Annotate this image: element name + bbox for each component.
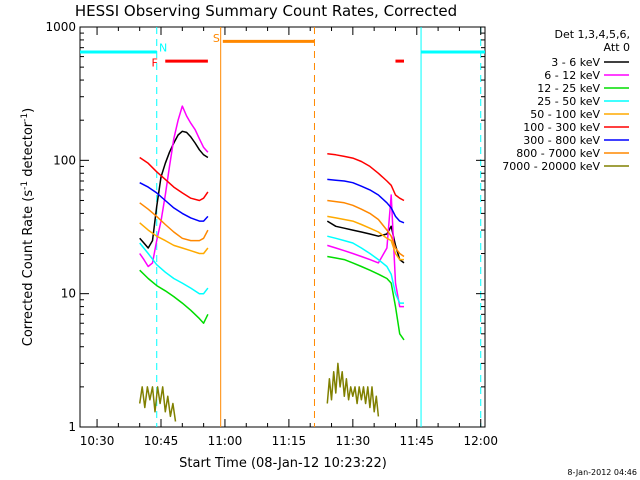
- y-tick-label: 100: [53, 153, 76, 167]
- series-7: [139, 178, 405, 224]
- x-tick-label: 12:00: [463, 434, 498, 448]
- series-4: [139, 235, 404, 304]
- series-line: [327, 215, 404, 261]
- x-tick-label: 11:15: [272, 434, 307, 448]
- event-flag-label: N: [159, 42, 167, 55]
- series-line: [139, 202, 209, 242]
- series-line: [327, 255, 405, 341]
- legend-entry-label: 800 - 7000 keV: [516, 147, 600, 160]
- legend-entry-label: 6 - 12 keV: [544, 69, 600, 82]
- x-tick-label: 11:00: [208, 434, 243, 448]
- chart-title: HESSI Observing Summary Count Rates, Cor…: [75, 2, 457, 20]
- series-line: [138, 386, 177, 422]
- footer-timestamp: 8-Jan-2012 04:46: [567, 468, 637, 477]
- x-tick-label: 10:30: [80, 434, 115, 448]
- legend-entry-label: 50 - 100 keV: [530, 108, 600, 121]
- y-tick-label: 1: [68, 420, 76, 434]
- y-tick-label: 10: [61, 287, 76, 301]
- legend-header: Det 1,3,4,5,6,: [554, 28, 630, 41]
- series-line: [327, 178, 405, 224]
- series-line: [139, 269, 209, 324]
- series-3: [139, 255, 405, 341]
- legend-entry-label: 3 - 6 keV: [551, 56, 600, 69]
- legend-subheader: Att 0: [604, 41, 630, 54]
- series-1: [139, 130, 405, 264]
- x-tick-label: 11:45: [399, 434, 434, 448]
- series-line: [139, 156, 209, 202]
- series-line: [327, 199, 405, 258]
- series-line: [326, 362, 380, 417]
- series-line: [139, 222, 209, 255]
- y-axis-label: Corrected Count Rate (s-1 detector-1): [20, 108, 36, 346]
- legend-entry-label: 300 - 800 keV: [523, 134, 600, 147]
- event-flag-label: F: [151, 57, 157, 70]
- legend-entry-label: 12 - 25 keV: [537, 82, 600, 95]
- legend-entry-label: 25 - 50 keV: [537, 95, 600, 108]
- legend-entry-label: 100 - 300 keV: [523, 121, 600, 134]
- series-line: [139, 182, 209, 222]
- series-line: [327, 153, 405, 202]
- plot-frame: [79, 26, 486, 428]
- annotation-layer: N S F: [80, 27, 485, 427]
- series-8: [139, 199, 405, 258]
- plot-area: NSF 10:30 10:45 11:00 11:15 11:30 11:45 12:001…: [45, 20, 498, 448]
- y-tick-label: 1000: [45, 20, 76, 34]
- series-line: [139, 105, 209, 268]
- tick-layer: 10:30 10:45 11:00 11:15 11:30 11:45 12:00 1 10 10…: [45, 20, 498, 448]
- series-layer: [138, 105, 405, 422]
- series-line: [327, 235, 404, 304]
- x-axis-label: Start Time (08-Jan-12 10:23:22): [179, 456, 387, 471]
- x-tick-label: 10:45: [144, 434, 179, 448]
- series-5: [139, 215, 404, 261]
- series-2: [139, 105, 404, 308]
- series-6: [139, 153, 405, 202]
- event-flag-label: S: [213, 32, 220, 45]
- series-9: [138, 362, 380, 422]
- legend-entry-label: 7000 - 20000 keV: [502, 160, 600, 173]
- series-line: [139, 242, 209, 295]
- x-tick-label: 11:30: [336, 434, 371, 448]
- series-line: [327, 194, 404, 308]
